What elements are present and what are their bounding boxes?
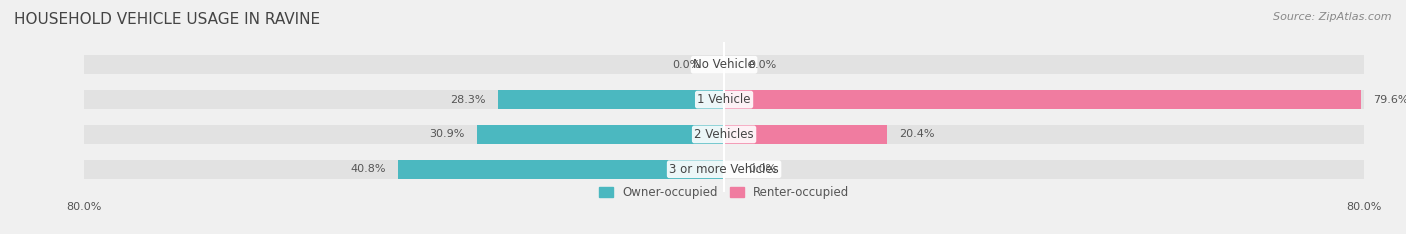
Bar — [84, 55, 1364, 74]
Text: 3 or more Vehicles: 3 or more Vehicles — [669, 163, 779, 176]
Bar — [477, 125, 724, 144]
Text: No Vehicle: No Vehicle — [693, 58, 755, 71]
Text: 30.9%: 30.9% — [430, 129, 465, 139]
Bar — [724, 90, 1361, 109]
Bar — [84, 125, 1364, 144]
Text: 0.0%: 0.0% — [672, 60, 700, 70]
Text: 0.0%: 0.0% — [748, 60, 776, 70]
Text: 1 Vehicle: 1 Vehicle — [697, 93, 751, 106]
Bar — [724, 125, 887, 144]
Text: 40.8%: 40.8% — [350, 164, 385, 174]
Text: HOUSEHOLD VEHICLE USAGE IN RAVINE: HOUSEHOLD VEHICLE USAGE IN RAVINE — [14, 12, 321, 27]
Bar — [498, 90, 724, 109]
Text: 20.4%: 20.4% — [900, 129, 935, 139]
Bar — [84, 90, 1364, 109]
Text: 2 Vehicles: 2 Vehicles — [695, 128, 754, 141]
Text: 79.6%: 79.6% — [1372, 95, 1406, 105]
Legend: Owner-occupied, Renter-occupied: Owner-occupied, Renter-occupied — [593, 182, 855, 204]
Bar — [398, 160, 724, 179]
Text: 28.3%: 28.3% — [450, 95, 486, 105]
Text: 0.0%: 0.0% — [748, 164, 776, 174]
Bar — [84, 160, 1364, 179]
Text: Source: ZipAtlas.com: Source: ZipAtlas.com — [1274, 12, 1392, 22]
